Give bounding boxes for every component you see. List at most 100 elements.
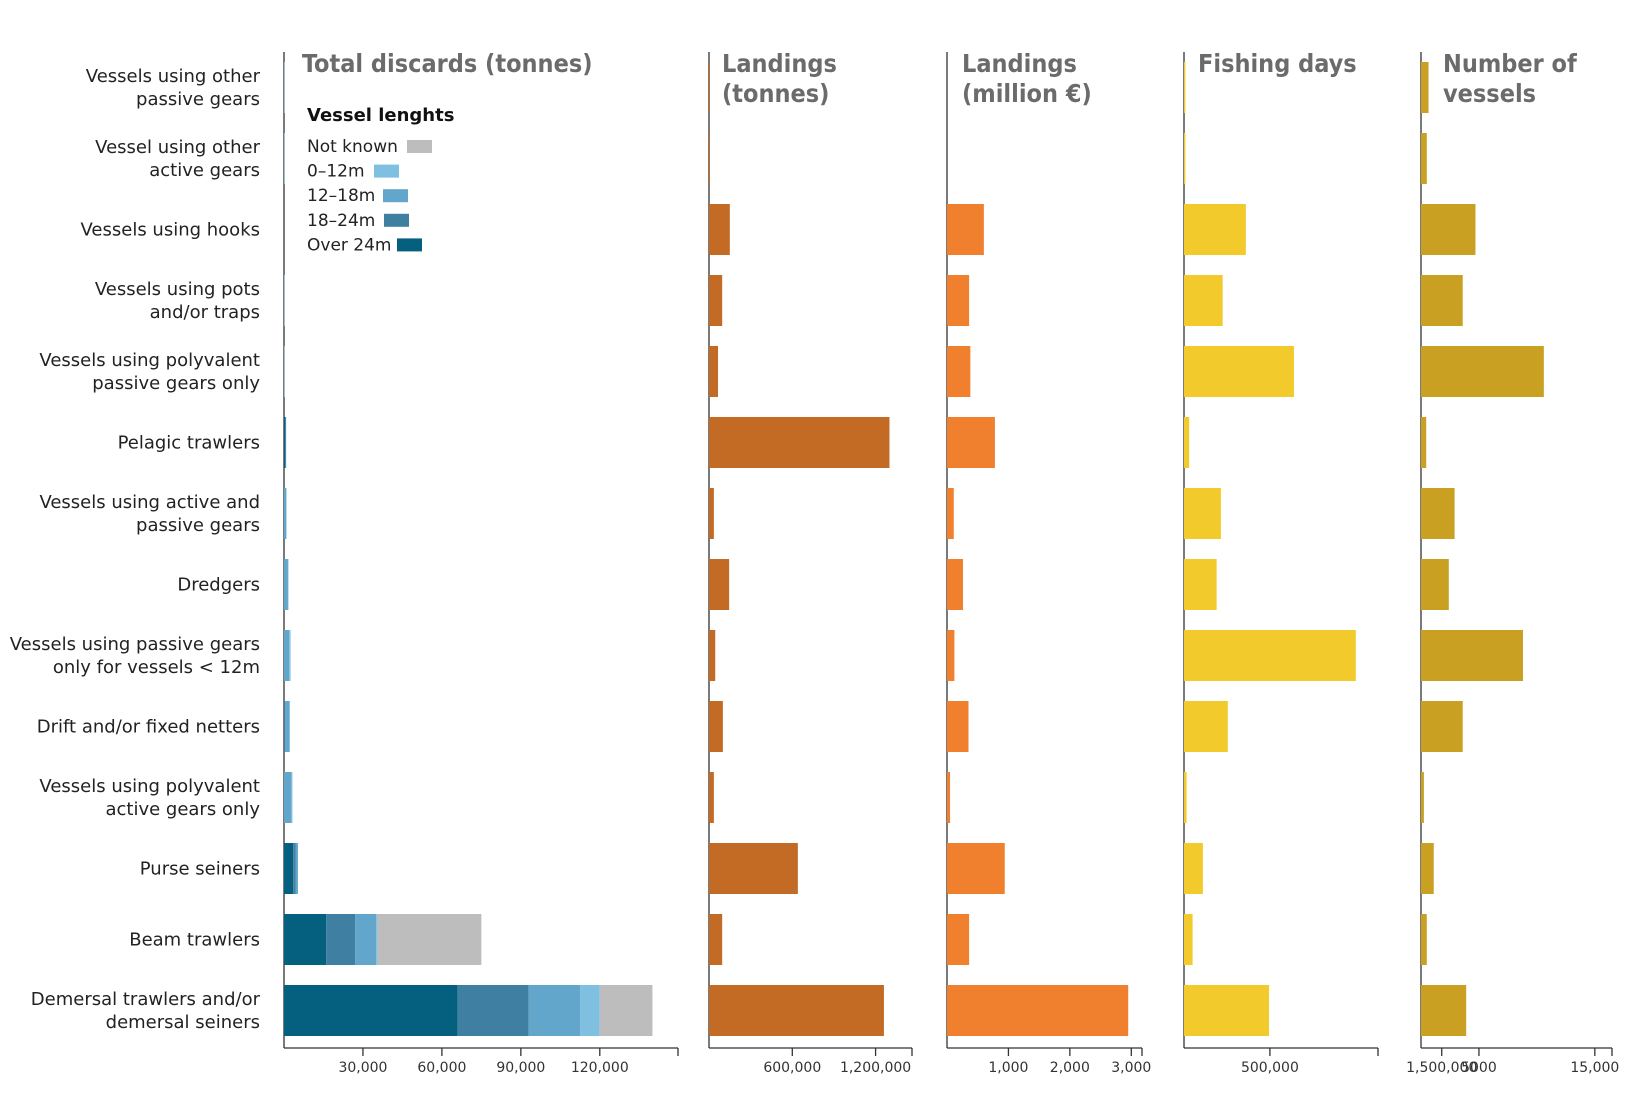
- bar-segment: [289, 630, 291, 681]
- bar: [1421, 417, 1427, 468]
- bar: [709, 985, 884, 1036]
- bar: [1421, 701, 1463, 752]
- bar: [1421, 914, 1427, 965]
- bar: [1184, 843, 1203, 894]
- bar-segment: [580, 985, 600, 1036]
- legend-swatch: [397, 238, 422, 252]
- panel-5: 5000 15,000 Number of vessels: [1420, 49, 1619, 1076]
- bar-segment: [284, 559, 288, 610]
- bar-segment: [284, 772, 292, 823]
- bar: [709, 772, 714, 823]
- bar: [947, 772, 951, 823]
- legend-title: Vessel lenghts: [307, 105, 454, 126]
- bar: [709, 346, 719, 397]
- bar: [1421, 630, 1523, 681]
- bar: [1184, 62, 1186, 113]
- bar: [709, 559, 730, 610]
- x-tick-label: 90,000: [496, 1060, 545, 1076]
- legend-entry-label: 12–18m: [307, 186, 375, 206]
- bar-segment: [284, 701, 286, 752]
- legend-entry-label: Not known: [307, 137, 398, 157]
- bar: [947, 914, 970, 965]
- bar: [947, 559, 963, 610]
- bar-segment: [285, 701, 290, 752]
- legend-swatch: [384, 213, 409, 227]
- bar: [1184, 346, 1294, 397]
- bar: [1421, 559, 1449, 610]
- panel-4: 500,000 1,500,000 Fishing days: [1183, 49, 1477, 1076]
- bar-segment: [291, 772, 293, 823]
- bar: [709, 133, 710, 184]
- panel-1: 30,000 60,000 90,000 120,000 Total discards …: [283, 49, 679, 1076]
- panel-title: Fishing days: [1198, 49, 1357, 78]
- category-label: Dredgers: [177, 575, 260, 596]
- legend-swatch: [407, 140, 432, 153]
- category-label: Pelagic trawlers: [118, 433, 260, 454]
- bar: [1421, 985, 1467, 1036]
- bar: [709, 701, 723, 752]
- category-label: Drift and/or fixed netters: [37, 717, 260, 738]
- bar-segment: [284, 985, 458, 1036]
- legend-entry-label: 18–24m: [307, 211, 375, 231]
- bar: [947, 417, 995, 468]
- category-label: Vessels using active and passive gears: [39, 492, 260, 536]
- panel-3: 1,000 2,000 3,000 Landings (million €): [946, 49, 1151, 1076]
- bar: [947, 985, 1129, 1036]
- bar: [947, 275, 970, 326]
- x-tick-label: 60,000: [417, 1060, 466, 1076]
- bar: [1421, 275, 1463, 326]
- bar-segment: [284, 133, 285, 184]
- bar-segment: [377, 914, 482, 965]
- bar: [1184, 133, 1186, 184]
- x-tick-label: 600,000: [763, 1060, 821, 1076]
- category-label: Beam trawlers: [129, 930, 260, 951]
- panel-title: Landings (tonnes): [722, 49, 837, 108]
- x-tick-label: 30,000: [338, 1060, 387, 1076]
- category-label: Demersal trawlers and/or demersal seiners: [31, 989, 261, 1033]
- bar-segment: [284, 62, 285, 113]
- bar-segment: [284, 914, 327, 965]
- category-label: Vessels using pots and/or traps: [95, 279, 260, 323]
- bar-segment: [284, 488, 287, 539]
- category-label: Vessels using polyvalent passive gears on…: [39, 350, 260, 394]
- bar: [709, 914, 723, 965]
- bar: [1184, 204, 1246, 255]
- bar: [709, 62, 710, 113]
- bar: [1421, 488, 1455, 539]
- chart-panels: 30,000 60,000 90,000 120,000 Total discards …: [283, 49, 1619, 1076]
- bar: [709, 843, 798, 894]
- bar: [1184, 772, 1187, 823]
- bar-segment: [284, 275, 285, 326]
- category-labels: Vessels using other passive gears Vessel u…: [10, 66, 261, 1033]
- legend-entry-label: Over 24m: [307, 235, 392, 255]
- panel-title: Number of vessels: [1443, 49, 1577, 108]
- bar-segment: [284, 630, 290, 681]
- bar: [1421, 62, 1429, 113]
- panel-2: 600,000 1,200,000 Landings (tonnes): [708, 49, 913, 1076]
- bar: [709, 417, 890, 468]
- bar: [1421, 346, 1544, 397]
- bar: [947, 843, 1005, 894]
- legend-swatch: [374, 164, 399, 178]
- bar-segment: [528, 985, 581, 1036]
- bar: [1421, 133, 1427, 184]
- x-tick-label: 15,000: [1570, 1060, 1619, 1076]
- bar: [947, 701, 969, 752]
- bar-segment: [285, 417, 287, 468]
- bar: [1421, 204, 1476, 255]
- legend: Vessel lenghts Not known 0–12m 12–18m 18–24m…: [307, 105, 454, 255]
- category-label: Vessels using hooks: [81, 220, 261, 241]
- bar: [1184, 417, 1190, 468]
- bar: [1184, 701, 1228, 752]
- bar-segment: [326, 914, 356, 965]
- x-tick-label: 500,000: [1241, 1060, 1299, 1076]
- panel-title: Landings (million €): [962, 49, 1092, 108]
- bar: [1421, 772, 1424, 823]
- bar: [1184, 488, 1221, 539]
- x-tick-label: 2,000: [1050, 1060, 1090, 1076]
- bar: [947, 346, 971, 397]
- bar-segment: [457, 985, 529, 1036]
- legend-entry-label: 0–12m: [307, 162, 365, 182]
- x-tick-label: 5000: [1461, 1060, 1497, 1076]
